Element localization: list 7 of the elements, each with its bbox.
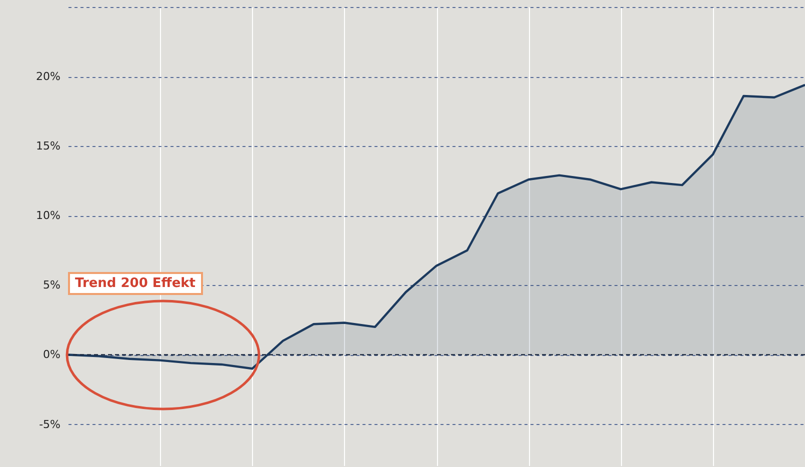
y-tick-label: -5%: [39, 418, 60, 431]
y-tick-label: 5%: [43, 278, 60, 292]
y-tick-label: 20%: [36, 70, 60, 84]
annotation: Trend 200 Effekt: [68, 272, 203, 295]
y-tick-label: 10%: [36, 209, 60, 222]
y-tick-label: 0%: [43, 348, 60, 362]
y-tick-label: 15%: [36, 140, 60, 153]
